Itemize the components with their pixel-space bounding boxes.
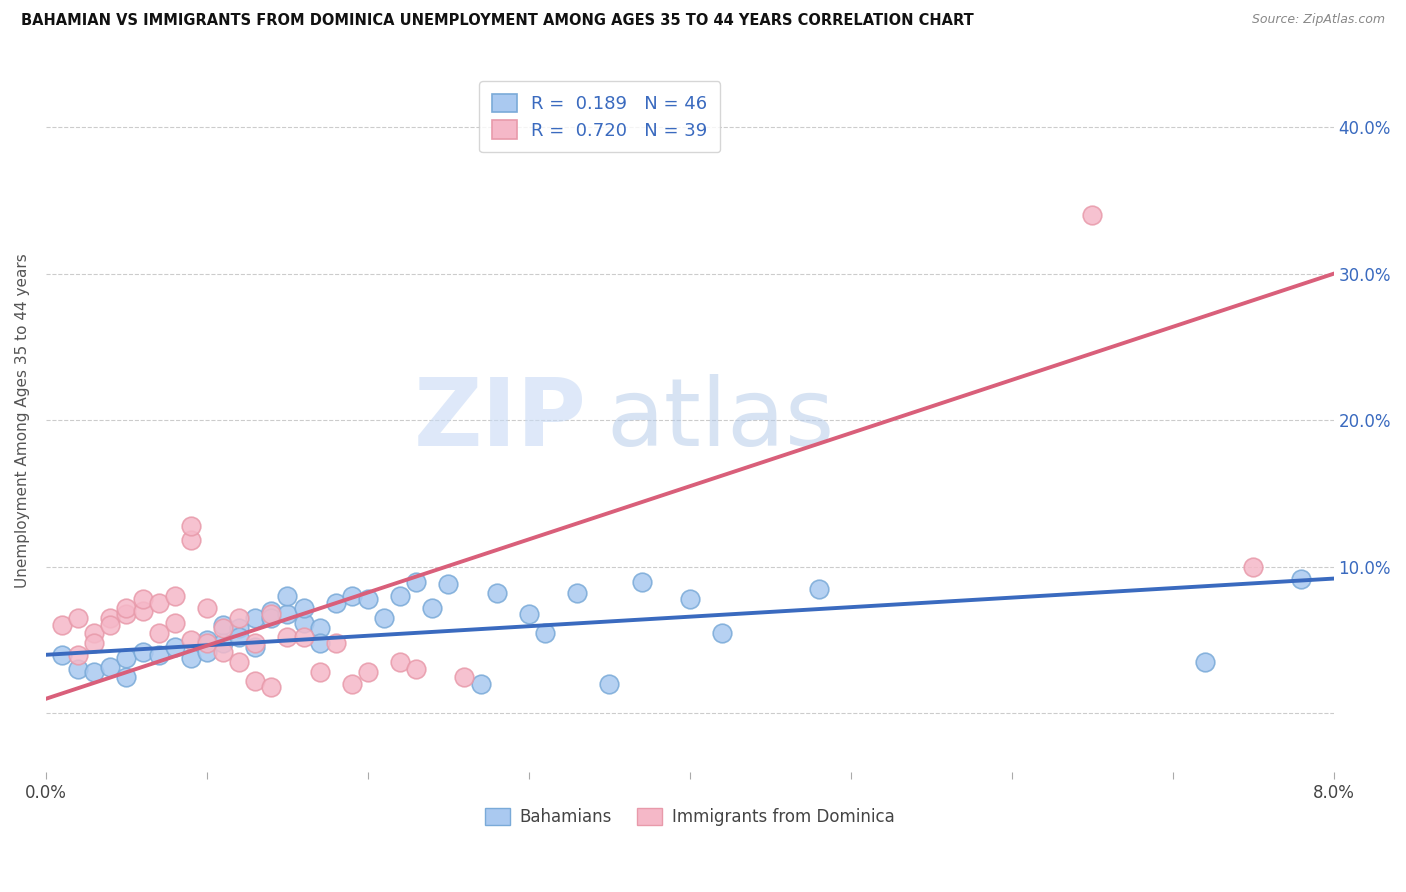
Point [51,618,73,632]
Point [163,640,186,655]
Point [340,677,363,691]
Point [517,607,540,621]
Point [212,645,235,659]
Point [325,636,347,650]
Point [470,677,492,691]
Point [437,577,460,591]
Point [389,589,412,603]
Point [276,589,298,603]
Point [420,600,443,615]
Point [308,665,330,680]
Point [598,677,620,691]
Point [83,636,105,650]
Point [405,663,427,677]
Point [148,648,170,662]
Point [260,680,283,694]
Point [115,670,138,684]
Point [245,674,267,689]
Point [67,663,90,677]
Point [357,665,380,680]
Point [565,586,588,600]
Point [98,618,121,632]
Point [180,518,202,533]
Point [308,636,330,650]
Point [180,533,202,548]
Point [212,618,235,632]
Point [131,592,153,607]
Point [260,611,283,625]
Point [67,648,90,662]
Text: ZIP: ZIP [413,375,586,467]
Point [276,630,298,644]
Text: atlas: atlas [606,375,834,467]
Point [245,611,267,625]
Point [245,640,267,655]
Point [292,615,315,630]
Point [83,665,105,680]
Point [115,650,138,665]
Point [1291,572,1313,586]
Point [195,633,218,648]
Text: Source: ZipAtlas.com: Source: ZipAtlas.com [1251,13,1385,27]
Point [67,611,90,625]
Point [357,592,380,607]
Text: BAHAMIAN VS IMMIGRANTS FROM DOMINICA UNEMPLOYMENT AMONG AGES 35 TO 44 YEARS CORR: BAHAMIAN VS IMMIGRANTS FROM DOMINICA UNE… [21,13,974,29]
Point [807,582,830,596]
Point [98,659,121,673]
Point [1194,655,1216,669]
Point [195,636,218,650]
Point [405,574,427,589]
Point [325,597,347,611]
Point [98,611,121,625]
Point [212,621,235,635]
Point [260,604,283,618]
Point [180,633,202,648]
Point [131,604,153,618]
Point [292,630,315,644]
Point [180,650,202,665]
Point [373,611,395,625]
Point [630,574,652,589]
Point [453,670,475,684]
Point [195,600,218,615]
Point [115,607,138,621]
Point [115,600,138,615]
Point [51,648,73,662]
Point [131,645,153,659]
Point [389,655,412,669]
Point [308,621,330,635]
Point [163,589,186,603]
Point [83,625,105,640]
Point [148,625,170,640]
Y-axis label: Unemployment Among Ages 35 to 44 years: Unemployment Among Ages 35 to 44 years [15,253,30,588]
Point [228,611,250,625]
Point [195,645,218,659]
Point [292,600,315,615]
Point [340,589,363,603]
Point [163,615,186,630]
Point [260,607,283,621]
Point [534,625,557,640]
Point [679,592,702,607]
Point [212,636,235,650]
Point [485,586,508,600]
Point [711,625,734,640]
Point [228,621,250,635]
Point [276,607,298,621]
Point [148,597,170,611]
Point [1241,559,1264,574]
Point [228,655,250,669]
Point [228,630,250,644]
Point [245,636,267,650]
Legend: Bahamians, Immigrants from Dominica: Bahamians, Immigrants from Dominica [477,799,903,834]
Point [1081,208,1104,222]
